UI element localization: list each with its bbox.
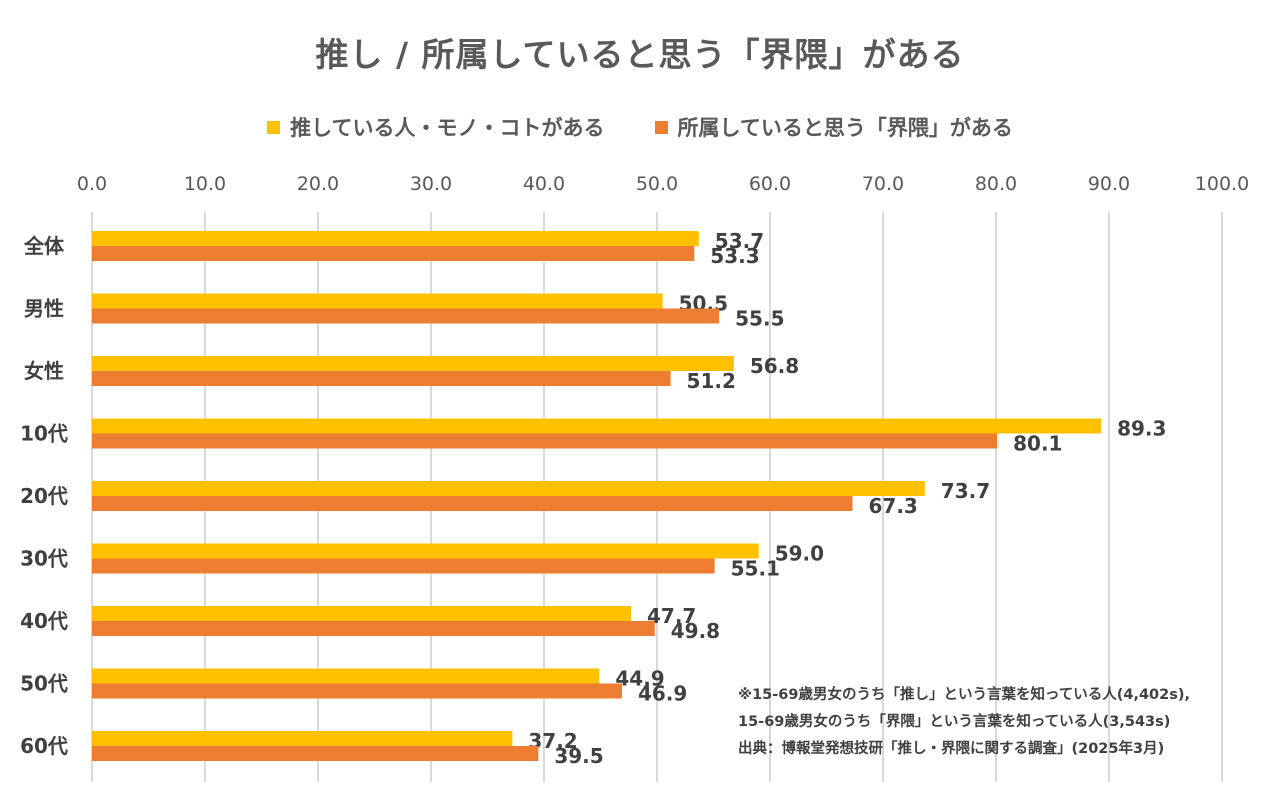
- data-label: 55.1: [731, 557, 780, 581]
- note-line-2: 15-69歳男女のうち「界隈」という言葉を知っている人(3,543s): [738, 714, 1171, 730]
- bar-oshi: [92, 356, 734, 371]
- bar-oshi: [92, 543, 759, 559]
- notes: ※15-69歳男女のうち「推し」という言葉を知っている人(4,402s), 15…: [738, 682, 1190, 763]
- data-label: 59.0: [775, 542, 824, 566]
- data-label: 67.3: [868, 494, 917, 518]
- source-note: 出典：博報堂発想技研「推し・界隈に関する調査」(2025年3月): [738, 741, 1165, 757]
- bar-oshi: [92, 418, 1102, 434]
- note-line-1: ※15-69歳男女のうち「推し」という言葉を知っている人(4,402s),: [738, 687, 1191, 703]
- category-label: 60代: [20, 734, 68, 758]
- x-tick-label: 90.0: [1088, 173, 1130, 195]
- legend-label-oshi: 推している人・モノ・コトがある: [290, 116, 605, 140]
- bar-kaiwai: [92, 558, 715, 574]
- bar-kaiwai: [92, 496, 853, 511]
- bar-oshi: [92, 481, 925, 496]
- data-label: 53.3: [710, 244, 759, 268]
- x-tick-label: 20.0: [297, 173, 339, 195]
- category-label: 男性: [24, 297, 64, 321]
- data-label: 80.1: [1013, 432, 1062, 456]
- data-label: 56.8: [750, 354, 799, 378]
- category-label: 20代: [20, 484, 68, 508]
- category-label: 50代: [20, 672, 68, 696]
- category-label: 全体: [23, 234, 65, 258]
- legend-item-kaiwai: 所属していると思う「界隈」がある: [654, 112, 1013, 142]
- x-tick-label: 0.0: [77, 173, 107, 195]
- legend-swatch-oshi: [267, 120, 281, 134]
- bar-kaiwai: [92, 746, 539, 761]
- data-label: 46.9: [638, 682, 687, 706]
- data-label: 47.7: [647, 604, 696, 628]
- x-tick-label: 30.0: [410, 173, 452, 195]
- x-tick-label: 10.0: [184, 173, 226, 195]
- bar-kaiwai: [92, 621, 655, 636]
- legend: 推している人・モノ・コトがある 所属していると思う「界隈」がある: [0, 112, 1280, 142]
- bar-kaiwai: [92, 683, 622, 699]
- bar-oshi: [92, 668, 600, 684]
- bar-kaiwai: [92, 246, 695, 261]
- x-tick-label: 70.0: [862, 173, 904, 195]
- bar-kaiwai: [92, 371, 671, 386]
- category-label: 30代: [20, 547, 68, 571]
- x-tick-label: 100.0: [1195, 173, 1249, 195]
- legend-item-oshi: 推している人・モノ・コトがある: [267, 112, 605, 142]
- x-tick-label: 60.0: [749, 173, 791, 195]
- bar-kaiwai: [92, 308, 720, 324]
- chart-title: 推し / 所属していると思う「界隈」がある: [315, 35, 965, 74]
- data-label: 73.7: [941, 479, 990, 503]
- data-label: 39.5: [554, 744, 603, 768]
- legend-swatch-kaiwai: [654, 120, 668, 134]
- data-label: 89.3: [1117, 417, 1166, 441]
- data-label: 51.2: [687, 369, 736, 393]
- bar-oshi: [92, 606, 632, 621]
- category-label: 女性: [24, 359, 64, 383]
- legend-label-kaiwai: 所属していると思う「界隈」がある: [677, 116, 1013, 140]
- bar-oshi: [92, 731, 513, 746]
- category-label: 10代: [20, 422, 68, 446]
- bar-oshi: [92, 231, 699, 246]
- x-tick-label: 50.0: [636, 173, 678, 195]
- data-label: 55.5: [735, 307, 784, 331]
- data-label: 53.7: [715, 229, 764, 253]
- bar-kaiwai: [92, 433, 998, 449]
- x-tick-label: 80.0: [975, 173, 1017, 195]
- category-label: 40代: [20, 609, 68, 633]
- data-label: 44.9: [615, 667, 664, 691]
- bar-oshi: [92, 293, 663, 309]
- data-label: 49.8: [671, 619, 720, 643]
- x-tick-label: 40.0: [523, 173, 565, 195]
